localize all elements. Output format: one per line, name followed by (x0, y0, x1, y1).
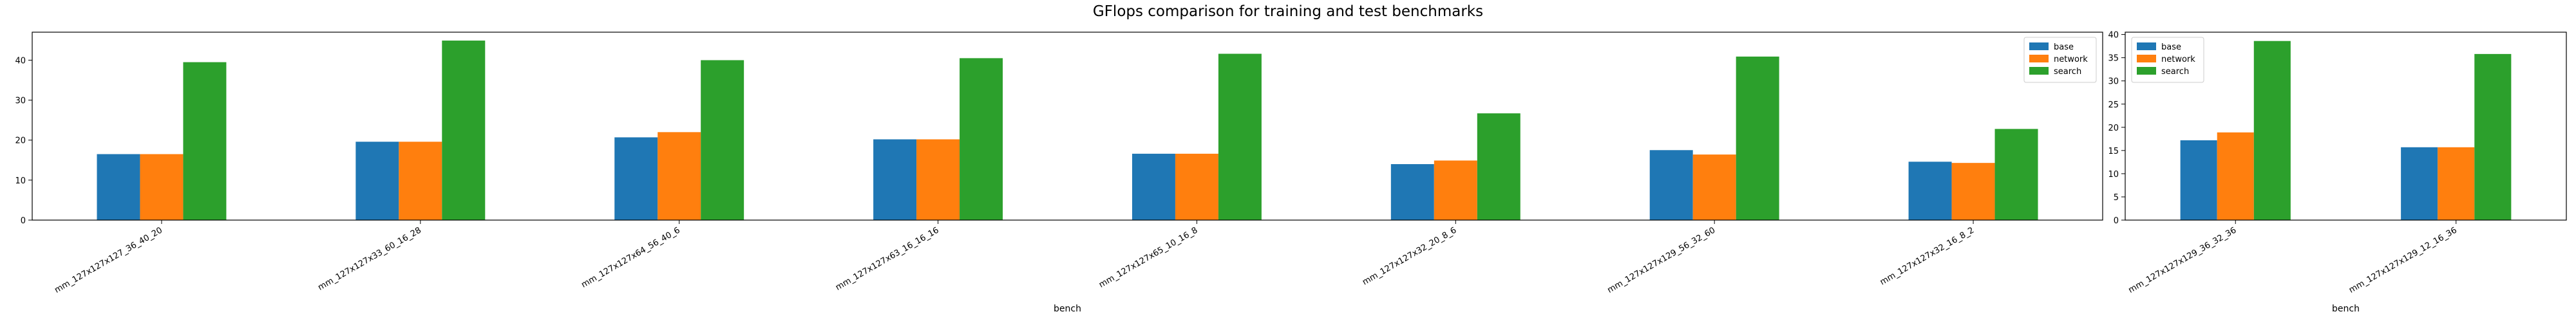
y-tick-label: 25 (2108, 100, 2119, 110)
bar-base-6 (1390, 164, 1434, 220)
legend-swatch-base (2029, 42, 2049, 50)
plot-frame (2125, 32, 2567, 221)
bar-base-2 (2401, 147, 2438, 220)
y-tick-label: 15 (2108, 147, 2119, 156)
x-tick-label: mm_127x127x129_56_32_60 (1605, 225, 1717, 295)
bar-network-2 (2438, 147, 2475, 220)
bar-search-6 (1477, 113, 1520, 220)
y-tick-label: 20 (2108, 124, 2119, 133)
legend: base network search (2023, 37, 2097, 83)
y-tick-label: 0 (21, 216, 26, 226)
bar-base-8 (1908, 162, 1952, 220)
legend-label-search: search (2054, 67, 2081, 77)
y-tick-label: 35 (2108, 54, 2119, 64)
x-tick-label: mm_127x127x63_16_16_16 (834, 225, 941, 292)
bar-search-3 (701, 60, 744, 220)
y-tick-label: 0 (2114, 216, 2119, 226)
y-tick-label: 5 (2114, 193, 2119, 203)
legend-label-network: network (2161, 55, 2195, 64)
x-tick-label: mm_127x127x65_10_16_8 (1097, 225, 1199, 290)
bar-network-5 (1175, 153, 1218, 220)
bar-search-1 (183, 62, 227, 221)
bar-base-1 (2180, 140, 2217, 220)
bar-network-8 (1951, 163, 1995, 220)
x-axis-label: bench (1054, 304, 1081, 314)
legend: base network search (2131, 37, 2204, 83)
legend-swatch-base (2137, 42, 2156, 50)
x-tick-label: mm_127x127x64_56_40_6 (580, 225, 681, 290)
y-tick-label: 30 (15, 97, 26, 106)
bar-search-1 (2253, 41, 2291, 221)
x-tick-label: mm_127x127x129_12_16_36 (2347, 225, 2459, 295)
x-axis-label: bench (2332, 304, 2360, 314)
bar-base-5 (1132, 153, 1175, 220)
x-tick-label: mm_127x127x32_20_8_6 (1361, 225, 1458, 287)
bar-search-4 (960, 58, 1003, 220)
y-tick-label: 10 (15, 176, 26, 186)
legend-label-base: base (2161, 42, 2181, 52)
legend-swatch-search (2029, 67, 2049, 75)
bar-base-7 (1649, 150, 1693, 220)
bar-search-8 (1994, 129, 2038, 220)
x-tick-label: mm_127x127x129_36_32_36 (2127, 225, 2239, 295)
figure-title: GFlops comparison for training and test … (1093, 3, 1483, 20)
y-tick-label: 10 (2108, 170, 2119, 180)
bar-network-6 (1434, 160, 1477, 220)
x-tick-label: mm_127x127x127_36_40_20 (53, 225, 164, 295)
bar-base-3 (614, 137, 658, 220)
bar-base-4 (873, 139, 917, 220)
bar-search-5 (1218, 53, 1262, 220)
y-tick-label: 30 (2108, 77, 2119, 87)
legend-label-network: network (2054, 55, 2088, 64)
bar-search-2 (2474, 53, 2512, 221)
charts: 0 10 20 30 40 mm_127x127x127_36_40_20 mm_127x1… (15, 31, 2567, 314)
legend-swatch-network (2029, 55, 2049, 62)
x-tick-label: mm_127x127x32_16_8_2 (1879, 225, 1976, 287)
legend-label-search: search (2161, 67, 2189, 77)
x-tick-label: mm_127x127x33_60_16_28 (316, 225, 423, 292)
chart-panel-2: 0 5 10 15 20 25 30 35 40 mm_127x127x129_36_32_36 m… (2108, 31, 2567, 314)
bar-network-3 (658, 132, 701, 220)
legend-label-base: base (2054, 42, 2074, 52)
bar-base-2 (355, 142, 399, 220)
y-tick-label: 40 (15, 56, 26, 66)
bar-network-7 (1692, 154, 1736, 220)
chart-panel-1: 0 10 20 30 40 mm_127x127x127_36_40_20 mm_127x1… (15, 32, 2103, 314)
legend-swatch-network (2137, 55, 2156, 62)
bar-base-1 (97, 154, 140, 220)
y-tick-label: 20 (15, 136, 26, 146)
bar-network-1 (140, 154, 184, 220)
bar-network-1 (2217, 132, 2254, 220)
bar-search-2 (442, 41, 486, 220)
bar-search-7 (1736, 56, 1779, 220)
plot-frame (32, 32, 2103, 221)
bar-network-4 (916, 139, 960, 220)
legend-swatch-search (2137, 67, 2156, 75)
y-tick-label: 40 (2108, 31, 2119, 41)
bar-network-2 (399, 142, 442, 220)
